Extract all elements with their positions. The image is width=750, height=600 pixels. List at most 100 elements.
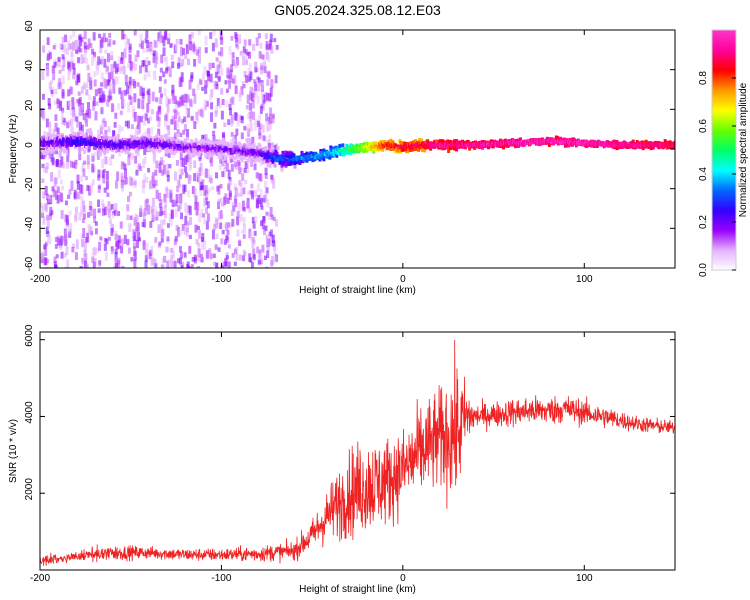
spectrogram-cell bbox=[149, 221, 153, 228]
spectrogram-cell bbox=[287, 161, 291, 166]
spectrogram-cell bbox=[203, 189, 207, 197]
spectrogram-cell bbox=[267, 153, 271, 158]
spectrogram-cell bbox=[142, 158, 146, 168]
spectrogram-cell bbox=[235, 128, 239, 136]
spectrogram-cell bbox=[215, 172, 219, 179]
spectrogram-cell bbox=[174, 235, 178, 242]
spectrogram-cell bbox=[166, 260, 170, 268]
spectrogram-cell bbox=[195, 119, 199, 125]
spectrogram-cell bbox=[210, 102, 214, 110]
spectrogram-cell bbox=[133, 30, 137, 36]
colorbar-segment bbox=[712, 160, 736, 163]
spectrogram-cell bbox=[283, 157, 287, 162]
spectrogram-cell bbox=[63, 44, 67, 54]
spectrogram-cell bbox=[77, 99, 81, 107]
spectrogram-cell bbox=[84, 252, 88, 260]
spectrogram-cell bbox=[236, 211, 240, 218]
spectrogram-cell bbox=[44, 166, 48, 174]
spectrogram-cell bbox=[236, 151, 240, 156]
spectrogram-cell bbox=[420, 138, 424, 143]
spectrogram-cell bbox=[445, 145, 449, 150]
spectrogram-cell bbox=[188, 234, 192, 240]
spectrogram-cell bbox=[179, 132, 183, 138]
spectrogram-cell bbox=[242, 187, 246, 195]
spectrogram-cell bbox=[197, 30, 201, 36]
spectrogram-cell bbox=[108, 88, 112, 98]
spectrogram-cell bbox=[97, 174, 101, 181]
spectrogram-cell bbox=[83, 160, 87, 165]
spectrogram-cell bbox=[269, 161, 273, 166]
spectrogram-cell bbox=[230, 114, 234, 125]
spectrogram-cell bbox=[236, 153, 240, 158]
spectrogram-cell bbox=[262, 225, 266, 236]
spectrogram-cell bbox=[80, 105, 84, 112]
spectrogram-cell bbox=[97, 185, 101, 193]
spectrogram-cell bbox=[146, 137, 150, 142]
spectrogram-cell bbox=[144, 113, 148, 121]
spectrogram-cell bbox=[186, 94, 190, 103]
spectrogram-cell bbox=[128, 54, 132, 63]
spectrogram-cell bbox=[53, 137, 57, 142]
spectrogram-cell bbox=[221, 202, 225, 207]
spectrogram-cell bbox=[110, 55, 114, 61]
spectrogram-cell bbox=[233, 75, 237, 85]
spectrogram-cell bbox=[374, 141, 378, 146]
spectrogram-cell bbox=[203, 99, 207, 109]
spectrogram-cell bbox=[42, 46, 46, 53]
spectrogram-cell bbox=[172, 150, 176, 155]
colorbar-segment bbox=[712, 198, 736, 201]
spectrogram-cell bbox=[59, 245, 63, 250]
spectrogram-cell bbox=[156, 111, 160, 121]
spectrogram-cell bbox=[215, 144, 219, 149]
spectrogram-cell bbox=[228, 81, 232, 89]
spectrogram-cell bbox=[271, 255, 275, 265]
spectrogram-cell bbox=[204, 185, 208, 195]
spectrogram-cell bbox=[180, 46, 184, 57]
spectrogram-cell bbox=[211, 42, 215, 52]
spectrogram-cell bbox=[111, 154, 115, 159]
spectrogram-cell bbox=[270, 229, 274, 238]
spectrogram-cell bbox=[58, 267, 62, 268]
spectrogram-cell bbox=[170, 261, 174, 268]
spectrogram-cell bbox=[112, 210, 116, 216]
spectrogram-cell bbox=[211, 141, 215, 146]
spectrogram-y-tick-label: -40 bbox=[24, 217, 35, 232]
spectrogram-cell bbox=[202, 140, 206, 145]
spectrogram-cell bbox=[193, 121, 197, 129]
spectrogram-cell bbox=[127, 146, 131, 151]
spectrogram-cell bbox=[262, 135, 266, 141]
spectrogram-cell bbox=[92, 51, 96, 58]
spectrogram-cell bbox=[51, 158, 55, 164]
spectrogram-cell bbox=[229, 154, 233, 159]
spectrogram-cell bbox=[61, 147, 65, 152]
spectrogram-cell bbox=[86, 102, 90, 110]
spectrogram-cell bbox=[203, 148, 207, 158]
spectrogram-cell bbox=[349, 151, 353, 156]
colorbar-segment bbox=[712, 190, 736, 193]
snr-x-tick-label: -100 bbox=[211, 573, 231, 584]
spectrogram-cell bbox=[216, 98, 220, 106]
spectrogram-cell bbox=[41, 163, 45, 169]
spectrogram-cell bbox=[252, 111, 256, 120]
spectrogram-cell bbox=[256, 148, 260, 153]
spectrogram-cell bbox=[163, 204, 167, 214]
spectrogram-cell bbox=[55, 61, 59, 66]
spectrogram-cell bbox=[141, 60, 145, 68]
spectrogram-cell bbox=[253, 163, 257, 171]
spectrogram-cell bbox=[239, 144, 243, 149]
spectrogram-cell bbox=[169, 136, 173, 141]
spectrogram-cell bbox=[479, 144, 483, 149]
spectrogram-cell bbox=[100, 199, 104, 206]
spectrogram-cell bbox=[169, 189, 173, 199]
spectrogram-cell bbox=[43, 149, 47, 154]
spectrogram-cell bbox=[183, 138, 187, 143]
spectrogram-cell bbox=[41, 143, 45, 148]
spectrogram-cell bbox=[188, 157, 192, 164]
spectrogram-cell bbox=[258, 114, 262, 124]
spectrogram-cell bbox=[231, 96, 235, 105]
spectrogram-cell bbox=[51, 65, 55, 73]
spectrogram-cell bbox=[139, 205, 143, 212]
spectrogram-cell bbox=[115, 137, 119, 142]
spectrogram-cell bbox=[266, 199, 270, 208]
spectrogram-cell bbox=[250, 261, 254, 268]
